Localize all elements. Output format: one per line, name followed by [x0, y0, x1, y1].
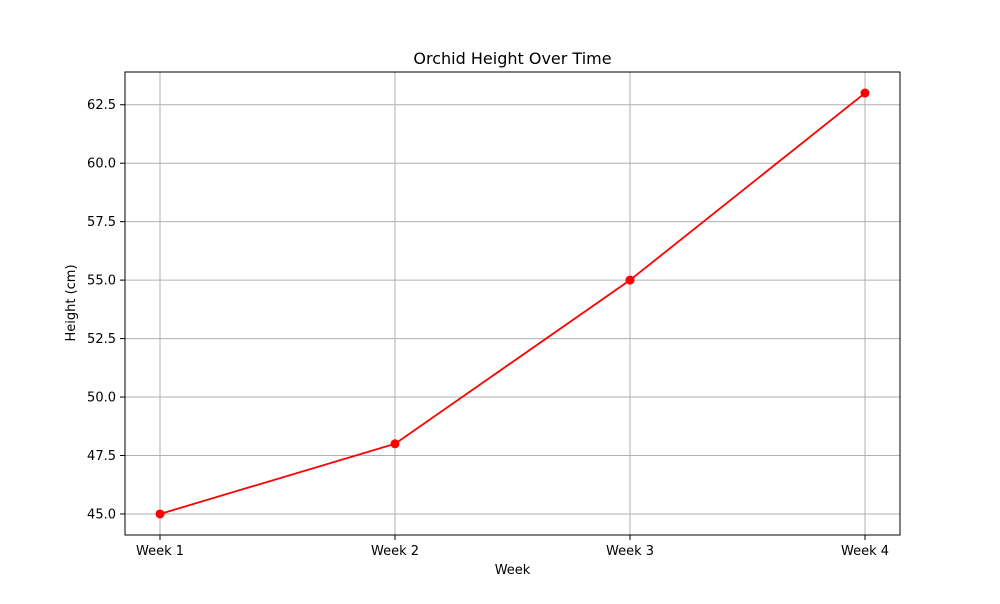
data-point [625, 275, 635, 285]
data-point [390, 439, 400, 449]
y-tick-label: 62.5 [87, 98, 116, 113]
y-tick-label: 52.5 [87, 332, 116, 347]
chart-title: Orchid Height Over Time [413, 49, 611, 68]
grid-lines [125, 72, 900, 535]
x-axis-label: Week [495, 563, 531, 578]
y-axis-label: Height (cm) [64, 264, 79, 341]
y-tick-label: 57.5 [87, 215, 116, 230]
x-tick-label: Week 2 [371, 544, 419, 559]
axis-ticks: Week 1 Week 2 Week 3 Week 4 45.0 47.5 50.0 52.5… [87, 98, 889, 559]
data-point [155, 509, 165, 519]
plot-frame [124, 71, 901, 536]
y-tick-label: 60.0 [87, 157, 116, 172]
x-tick-label: Week 3 [606, 544, 654, 559]
y-tick-label: 47.5 [87, 449, 116, 464]
data-point [860, 88, 870, 98]
y-tick-label: 50.0 [87, 391, 116, 406]
series-layer [155, 88, 870, 519]
x-tick-label: Week 4 [841, 544, 889, 559]
y-tick-label: 45.0 [87, 507, 116, 522]
x-tick-label: Week 1 [136, 544, 184, 559]
series-line [159, 92, 866, 515]
y-tick-label: 55.0 [87, 274, 116, 289]
